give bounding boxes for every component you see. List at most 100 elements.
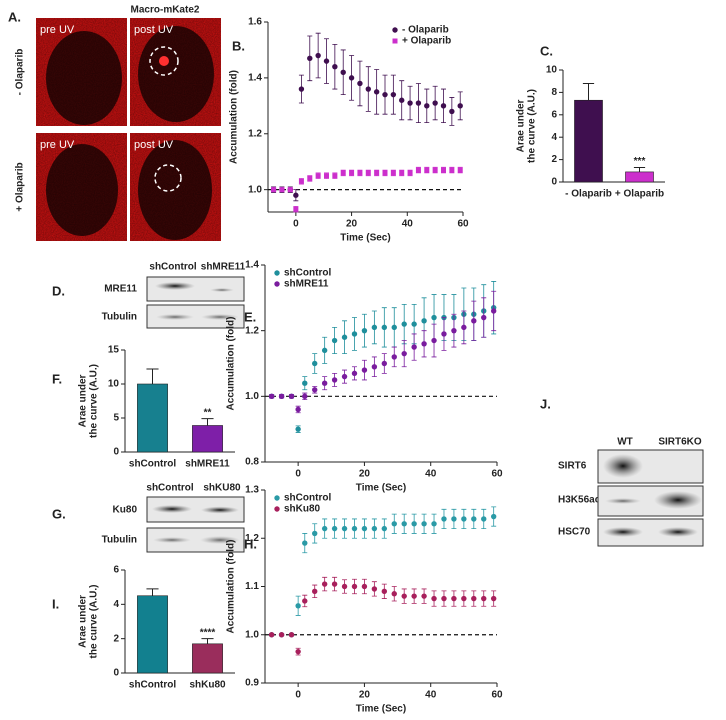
y-tick-label: 0	[113, 668, 119, 679]
marker	[449, 108, 455, 115]
marker	[374, 170, 380, 176]
marker	[341, 334, 348, 340]
marker	[312, 387, 318, 393]
marker	[315, 52, 321, 59]
panel-label: I.	[52, 596, 59, 611]
column-label: post UV	[134, 139, 174, 151]
lane-label: shMRE11	[201, 262, 246, 273]
y-tick-label: 1.2	[248, 128, 262, 139]
column-label: post UV	[134, 24, 174, 36]
marker	[312, 360, 318, 367]
y-tick-label: 2	[113, 633, 119, 644]
legend-marker	[392, 27, 398, 33]
marker	[424, 167, 430, 173]
y-tick-label: 15	[108, 345, 120, 356]
marker	[431, 337, 437, 344]
marker	[421, 521, 427, 527]
marker	[391, 591, 397, 597]
blot-g: G. shControl shKU80 Ku80 Tubulin	[52, 483, 245, 553]
marker	[457, 167, 463, 173]
error-bar	[146, 368, 159, 384]
marker	[411, 321, 417, 327]
y-tick-label: 1.4	[248, 73, 262, 84]
y-tick-label: 1.1	[245, 581, 259, 592]
y-tick-label: 1.4	[245, 260, 259, 271]
y-tick-label: 6	[113, 565, 119, 576]
y-tick-label: 4	[113, 599, 119, 610]
marker	[381, 360, 388, 367]
marker	[312, 588, 318, 595]
y-tick-label: 6	[551, 109, 557, 120]
marker	[461, 324, 467, 331]
x-tick-label: shControl	[129, 459, 176, 470]
significance: ***	[634, 156, 646, 167]
marker	[371, 364, 378, 370]
blot-d: D. shControl shMRE11 MRE11 Tubulin	[52, 262, 246, 329]
y-axis-label: Arae under	[516, 99, 527, 152]
x-axis-label: Time (Sec)	[356, 704, 406, 715]
y-tick-label: 1.0	[248, 184, 262, 195]
x-axis-label: Time (Sec)	[340, 233, 390, 244]
marker	[481, 314, 487, 321]
legend-marker	[274, 506, 280, 512]
marker	[451, 327, 457, 334]
marker	[293, 206, 299, 212]
marker	[341, 583, 348, 590]
marker	[421, 593, 427, 599]
marker	[278, 393, 285, 400]
x-tick-label: 40	[425, 469, 437, 480]
x-tick-label: shKu80	[189, 680, 226, 691]
marker	[268, 393, 275, 400]
panel-label: F.	[52, 371, 62, 386]
x-axis-label: Time (Sec)	[356, 483, 406, 494]
y-axis-label: the curve (A.U.)	[527, 89, 538, 163]
marker	[302, 598, 308, 604]
error-bar	[146, 588, 159, 596]
x-tick-label: shControl	[129, 680, 176, 691]
panel-label: B.	[232, 38, 245, 53]
marker	[431, 595, 437, 602]
marker	[432, 167, 438, 173]
marker	[415, 100, 422, 106]
lane-label: WT	[617, 437, 633, 448]
error-bar	[633, 166, 646, 172]
row-label: H3K56ac	[558, 495, 601, 506]
panel-label: G.	[52, 506, 66, 521]
marker	[481, 516, 487, 522]
significance: **	[204, 407, 212, 418]
marker	[361, 327, 368, 334]
x-tick-label: 40	[402, 219, 414, 230]
marker	[351, 525, 358, 532]
y-tick-label: 1.6	[248, 17, 262, 28]
marker	[332, 64, 338, 70]
x-tick-label: 60	[491, 469, 503, 480]
marker	[340, 170, 346, 176]
marker	[390, 91, 397, 98]
panel-label: H.	[244, 536, 257, 551]
significance: ****	[200, 627, 216, 638]
legend-label: shKu80	[284, 504, 321, 515]
marker	[431, 314, 437, 321]
y-axis-label: the curve (A.U.)	[89, 364, 100, 438]
marker	[361, 583, 368, 590]
marker	[431, 521, 437, 527]
marker	[381, 324, 388, 331]
marker	[382, 170, 388, 176]
row-label: Ku80	[113, 505, 138, 516]
panel-label: A.	[8, 9, 21, 24]
marker	[390, 170, 396, 176]
column-label: pre UV	[40, 24, 75, 36]
marker	[332, 173, 338, 179]
x-tick-label: 60	[491, 690, 503, 701]
marker	[373, 89, 380, 95]
y-tick-label: 1.3	[245, 485, 259, 496]
row-label: SIRT6	[558, 461, 587, 472]
panel-label: E.	[244, 309, 256, 324]
y-axis-label: the curve (A.U.)	[89, 585, 100, 659]
marker	[421, 318, 427, 324]
x-tick-label: 0	[295, 469, 301, 480]
y-tick-label: 0.9	[245, 678, 259, 689]
x-tick-label: 40	[425, 690, 437, 701]
marker	[321, 525, 328, 532]
